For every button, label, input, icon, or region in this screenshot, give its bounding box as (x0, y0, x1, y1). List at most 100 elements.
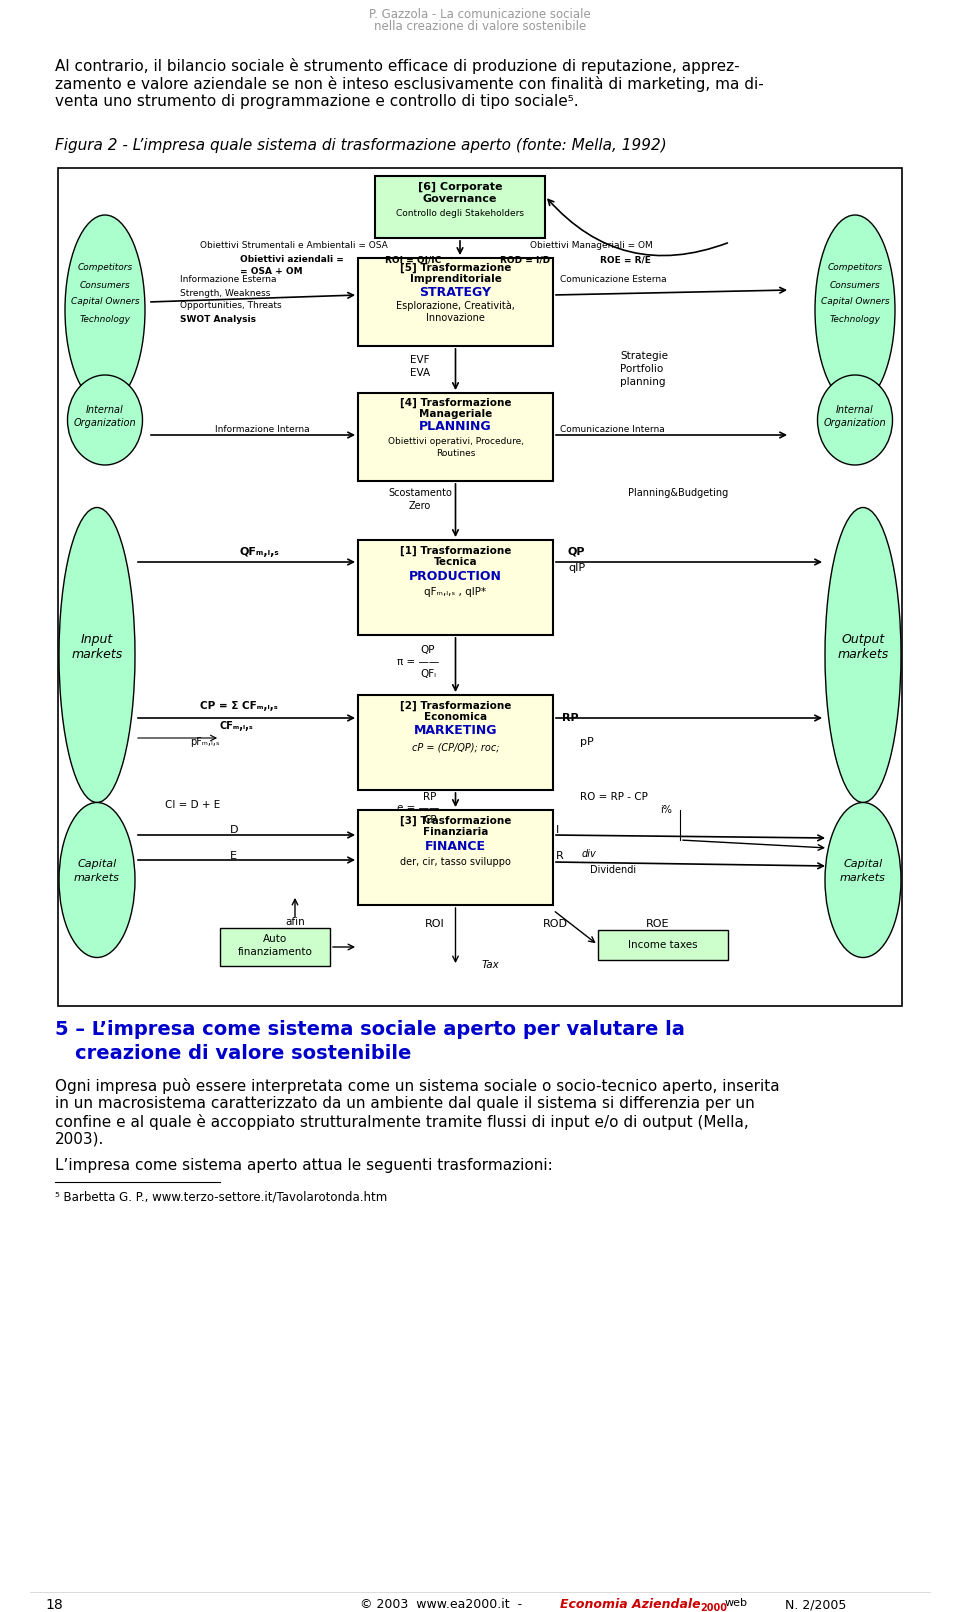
Text: Capital Owners: Capital Owners (821, 298, 889, 306)
Text: planning: planning (620, 377, 665, 387)
Text: Controllo degli Stakeholders: Controllo degli Stakeholders (396, 210, 524, 219)
Text: Zero: Zero (409, 501, 431, 511)
Text: markets: markets (71, 648, 123, 661)
Text: QFₗ: QFₗ (420, 669, 436, 679)
Text: Internal: Internal (836, 405, 874, 414)
Text: Informazione Interna: Informazione Interna (215, 426, 310, 435)
Text: markets: markets (837, 648, 889, 661)
Text: © 2003  www.ea2000.it  -: © 2003 www.ea2000.it - (360, 1597, 522, 1610)
Text: qIP: qIP (568, 563, 586, 572)
Text: RO = RP - CP: RO = RP - CP (580, 791, 648, 803)
Text: EVF: EVF (410, 355, 430, 364)
Text: QP: QP (568, 546, 586, 558)
Text: π = ——: π = —— (396, 658, 439, 667)
Text: 2003).: 2003). (55, 1132, 105, 1148)
Text: Al contrario, il bilancio sociale è strumento efficace di produzione di reputazi: Al contrario, il bilancio sociale è stru… (55, 58, 739, 74)
Text: ⁵ Barbetta G. P., www.terzo-settore.it/Tavolarotonda.htm: ⁵ Barbetta G. P., www.terzo-settore.it/T… (55, 1190, 387, 1203)
Text: Income taxes: Income taxes (628, 940, 698, 949)
Text: SWOT Analysis: SWOT Analysis (180, 314, 256, 324)
Ellipse shape (67, 376, 142, 464)
Text: Obiettivi Manageriali = OM: Obiettivi Manageriali = OM (530, 240, 653, 250)
Text: Obiettivi aziendali =: Obiettivi aziendali = (240, 255, 344, 264)
Text: Ogni impresa può essere interpretata come un sistema sociale o socio-tecnico ape: Ogni impresa può essere interpretata com… (55, 1078, 780, 1095)
Text: in un macrosistema caratterizzato da un ambiente dal quale il sistema si differe: in un macrosistema caratterizzato da un … (55, 1096, 755, 1111)
Text: [2] Trasformazione: [2] Trasformazione (399, 701, 511, 711)
Text: 5 – L’impresa come sistema sociale aperto per valutare la: 5 – L’impresa come sistema sociale apert… (55, 1020, 684, 1040)
Text: [4] Trasformazione: [4] Trasformazione (399, 398, 512, 408)
Text: STRATEGY: STRATEGY (420, 285, 492, 298)
Text: P. Gazzola - La comunicazione sociale: P. Gazzola - La comunicazione sociale (370, 8, 590, 21)
Text: PLANNING: PLANNING (420, 421, 492, 434)
Text: E: E (230, 851, 237, 861)
Text: der, cir, tasso sviluppo: der, cir, tasso sviluppo (400, 858, 511, 867)
Text: Comunicazione Esterna: Comunicazione Esterna (560, 276, 666, 284)
Text: zamento e valore aziendale se non è inteso esclusivamente con finalità di market: zamento e valore aziendale se non è inte… (55, 76, 764, 92)
Text: Opportunities, Threats: Opportunities, Threats (180, 301, 281, 311)
Text: ROE = R/E: ROE = R/E (600, 255, 651, 264)
Text: QFₘ,ₗ,ₛ: QFₘ,ₗ,ₛ (240, 546, 279, 558)
Ellipse shape (818, 376, 893, 464)
Bar (375, 176, 545, 239)
Text: Strength, Weakness: Strength, Weakness (180, 289, 271, 298)
Text: MARKETING: MARKETING (414, 724, 497, 738)
Text: QP: QP (420, 645, 435, 654)
Text: Economia Aziendale: Economia Aziendale (560, 1597, 701, 1610)
Text: Output: Output (841, 634, 884, 646)
Bar (358, 809, 553, 904)
Text: Governance: Governance (422, 193, 497, 205)
Text: Internal: Internal (86, 405, 124, 414)
Text: [5] Trasformazione: [5] Trasformazione (399, 263, 511, 272)
Text: web: web (725, 1597, 748, 1609)
Text: Strategie: Strategie (620, 351, 668, 361)
Text: RP: RP (562, 713, 579, 724)
Text: afin: afin (285, 917, 305, 927)
Text: markets: markets (840, 874, 886, 883)
Bar (598, 930, 728, 961)
Text: CFₘ,ₗ,ₛ: CFₘ,ₗ,ₛ (220, 721, 253, 730)
Text: CP = Σ CFₘ,ₗ,ₛ: CP = Σ CFₘ,ₗ,ₛ (200, 701, 277, 711)
Ellipse shape (59, 508, 135, 803)
Text: [6] Corporate: [6] Corporate (418, 182, 502, 192)
Text: Economica: Economica (424, 713, 487, 722)
Text: N. 2/2005: N. 2/2005 (785, 1597, 847, 1610)
Text: L’impresa come sistema aperto attua le seguenti trasformazioni:: L’impresa come sistema aperto attua le s… (55, 1157, 553, 1174)
Text: Obiettivi Strumentali e Ambientali = OSA: Obiettivi Strumentali e Ambientali = OSA (200, 240, 388, 250)
Text: Manageriale: Manageriale (419, 409, 492, 419)
Text: i%: i% (660, 804, 672, 816)
Text: Capital: Capital (844, 859, 882, 869)
Text: ROD = I/D: ROD = I/D (500, 255, 550, 264)
Text: Comunicazione Interna: Comunicazione Interna (560, 426, 664, 435)
Text: 2000: 2000 (700, 1602, 727, 1612)
Text: D: D (230, 825, 238, 835)
Text: Capital Owners: Capital Owners (71, 298, 139, 306)
Text: Technology: Technology (829, 314, 880, 324)
Text: RP: RP (423, 791, 437, 803)
Text: Dividendi: Dividendi (590, 866, 636, 875)
Text: Finanziaria: Finanziaria (422, 827, 489, 837)
Text: [3] Trasformazione: [3] Trasformazione (399, 816, 511, 825)
Text: Consumers: Consumers (829, 280, 880, 290)
Bar (358, 393, 553, 480)
Text: venta uno strumento di programmazione e controllo di tipo sociale⁵.: venta uno strumento di programmazione e … (55, 93, 579, 110)
Text: 18: 18 (45, 1597, 62, 1612)
Text: ROE: ROE (646, 919, 670, 929)
Text: Capital: Capital (78, 859, 116, 869)
Text: Competitors: Competitors (78, 263, 132, 272)
Text: Input: Input (81, 634, 113, 646)
Text: pFₘ,ₗ,ₛ: pFₘ,ₗ,ₛ (190, 737, 220, 746)
Text: R: R (556, 851, 564, 861)
Text: CP: CP (423, 816, 437, 825)
Bar (58, 168, 902, 1006)
Bar (358, 540, 553, 635)
Text: = OSA + OM: = OSA + OM (240, 268, 302, 277)
Text: ROI: ROI (425, 919, 444, 929)
Ellipse shape (59, 803, 135, 958)
Text: Consumers: Consumers (80, 280, 131, 290)
Text: CI = D + E: CI = D + E (165, 800, 220, 809)
Ellipse shape (65, 214, 145, 405)
Text: Scostamento: Scostamento (388, 488, 452, 498)
Text: e = ——: e = —— (396, 803, 439, 812)
Bar (358, 258, 553, 347)
Text: Informazione Esterna: Informazione Esterna (180, 276, 276, 284)
Text: Tecnica: Tecnica (434, 558, 477, 567)
